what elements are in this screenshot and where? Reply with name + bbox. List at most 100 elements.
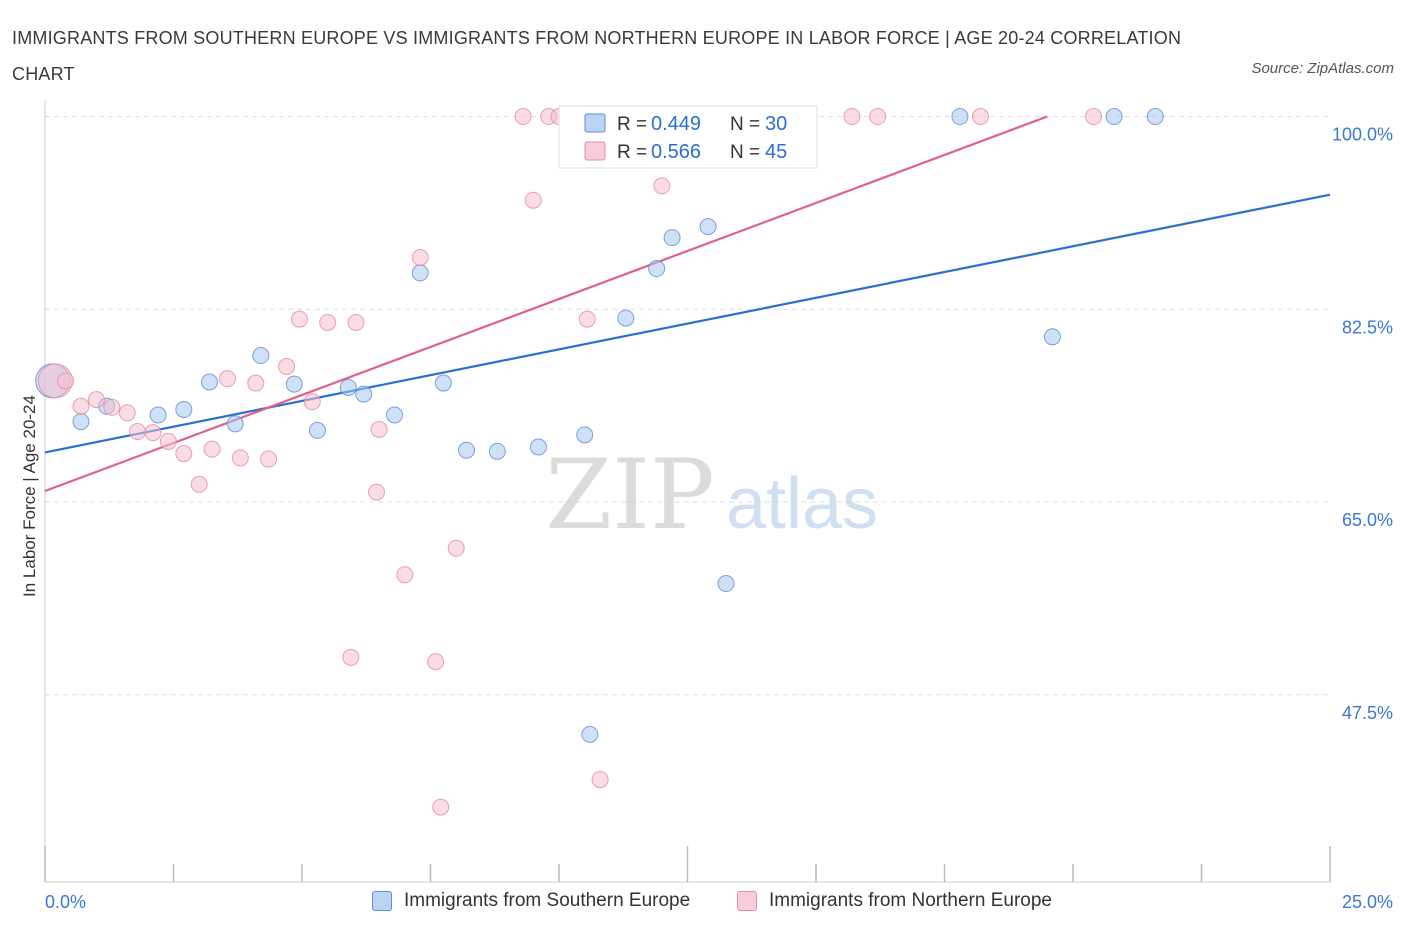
- point-northern: [347, 313, 365, 331]
- legend-n-value: 45: [765, 141, 787, 163]
- point-northern: [87, 391, 105, 409]
- point-southern: [339, 378, 357, 396]
- point-southern: [149, 406, 167, 424]
- point-northern: [411, 249, 429, 267]
- point-southern: [951, 108, 969, 126]
- legend-n-label: N =: [730, 114, 760, 135]
- chart-title: IMMIGRANTS FROM SOUTHERN EUROPE VS IMMIG…: [12, 28, 1182, 84]
- point-northern: [72, 397, 90, 415]
- legend-swatch-northern: [737, 891, 757, 911]
- point-northern: [869, 108, 887, 126]
- y-tick-label: 82.5%: [1342, 317, 1393, 337]
- point-northern: [218, 370, 236, 388]
- legend-r-value: 0.566: [651, 141, 701, 163]
- point-southern: [175, 400, 193, 418]
- y-axis-label: In Labor Force | Age 20-24: [20, 395, 39, 597]
- legend-swatch-southern: [584, 113, 606, 133]
- watermark-atlas: atlas: [726, 464, 878, 544]
- trend-lines: [44, 115, 1331, 493]
- point-southern: [72, 413, 90, 431]
- point-southern: [252, 347, 270, 365]
- bottom-legend: Immigrants from Southern Europe Immigran…: [0, 890, 1406, 916]
- legend-r-value: 0.449: [651, 113, 701, 135]
- point-southern: [355, 385, 373, 403]
- point-northern: [524, 191, 542, 209]
- point-southern: [1146, 108, 1164, 126]
- point-southern: [457, 441, 475, 459]
- point-southern: [529, 438, 547, 456]
- point-northern: [370, 420, 388, 438]
- point-northern: [342, 648, 360, 666]
- legend-swatch-northern: [584, 141, 606, 161]
- point-northern: [175, 445, 193, 463]
- y-tick-label: 100.0%: [1332, 125, 1393, 145]
- x-tick-label: 25.0%: [1342, 892, 1393, 912]
- watermark: ZIP atlas: [545, 439, 878, 551]
- point-northern: [843, 108, 861, 126]
- legend-r-label: R =: [617, 142, 647, 163]
- point-northern: [1085, 108, 1103, 126]
- point-southern: [1043, 328, 1061, 346]
- point-southern: [411, 264, 429, 282]
- point-northern: [578, 310, 596, 328]
- point-northern: [159, 432, 177, 450]
- point-northern: [144, 424, 162, 442]
- tick-labels: 100.0% 82.5% 65.0% 47.5% 0.0% 25.0%: [45, 125, 1393, 912]
- y-tick-label: 65.0%: [1342, 510, 1393, 530]
- x-tick-label: 0.0%: [45, 892, 86, 912]
- point-southern: [717, 575, 735, 593]
- point-southern: [648, 260, 666, 278]
- point-northern: [103, 398, 121, 416]
- legend-item-southern: Immigrants from Southern Europe: [372, 890, 690, 912]
- point-southern: [1105, 108, 1123, 126]
- point-southern: [581, 725, 599, 743]
- legend-n-label: N =: [730, 142, 760, 163]
- point-southern: [434, 374, 452, 392]
- point-northern: [427, 653, 445, 671]
- point-northern: [447, 539, 465, 557]
- point-northern: [368, 483, 386, 501]
- point-northern: [303, 393, 321, 411]
- point-northern: [514, 108, 532, 126]
- legend-label-southern: Immigrants from Southern Europe: [404, 890, 691, 911]
- legend-swatch-southern: [372, 891, 392, 911]
- point-northern: [190, 475, 208, 493]
- point-northern: [260, 450, 278, 468]
- legend-n-value: 30: [765, 113, 787, 135]
- point-southern: [386, 406, 404, 424]
- point-northern: [203, 440, 221, 458]
- legend-item-northern: Immigrants from Northern Europe: [737, 890, 1052, 912]
- point-northern: [971, 108, 989, 126]
- point-northern: [319, 313, 337, 331]
- point-northern: [290, 310, 308, 328]
- point-southern: [699, 218, 717, 236]
- point-northern: [653, 177, 671, 195]
- point-southern: [617, 309, 635, 327]
- point-southern: [663, 229, 681, 247]
- source-credit: Source: ZipAtlas.com: [1251, 60, 1394, 77]
- point-southern: [285, 375, 303, 393]
- trend-line-northern: [44, 115, 1048, 493]
- legend-r-label: R =: [617, 114, 647, 135]
- trend-line-southern: [44, 193, 1331, 454]
- point-southern: [576, 426, 594, 444]
- legend-box: R = 0.449 N = 30 R = 0.566 N = 45: [558, 105, 818, 169]
- grid-lines: [45, 116, 1330, 696]
- point-southern: [488, 442, 506, 460]
- point-northern: [432, 798, 450, 816]
- point-southern: [308, 421, 326, 439]
- point-northern: [118, 404, 136, 422]
- legend-label-northern: Immigrants from Northern Europe: [769, 890, 1052, 911]
- point-northern: [129, 423, 147, 441]
- point-southern: [200, 373, 218, 391]
- watermark-zip: ZIP: [545, 439, 714, 551]
- point-northern: [247, 374, 265, 392]
- point-northern: [278, 358, 296, 376]
- point-northern: [396, 566, 414, 584]
- point-northern: [231, 449, 249, 467]
- point-southern: [226, 415, 244, 433]
- point-northern: [57, 372, 75, 390]
- y-tick-label: 47.5%: [1342, 703, 1393, 723]
- point-northern: [591, 771, 609, 789]
